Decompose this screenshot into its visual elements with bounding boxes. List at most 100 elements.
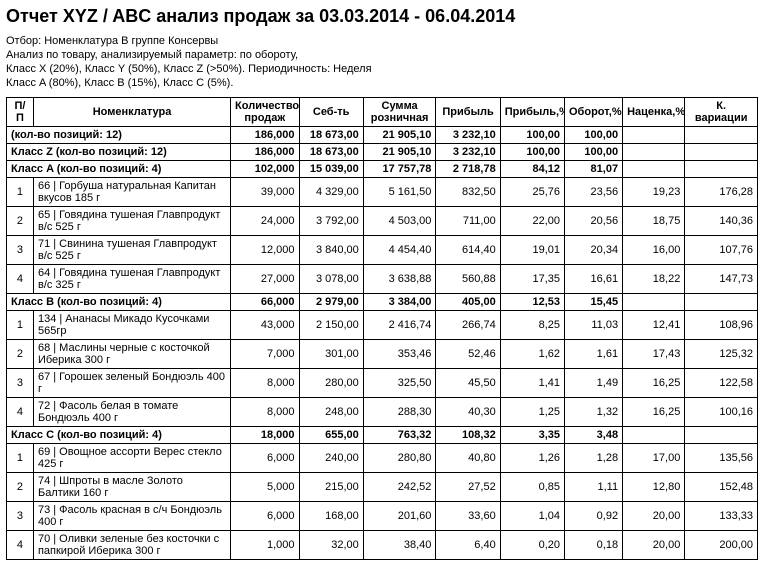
cell: 43,000: [231, 311, 299, 340]
cell: 5 161,50: [363, 178, 436, 207]
cell: 1,04: [500, 502, 564, 531]
cell: 135,56: [685, 444, 758, 473]
cell: 68 | Маслины черные с косточкой Иберика …: [33, 340, 230, 369]
cell: 20,00: [623, 502, 685, 531]
col-nomenclature: Номенклатура: [33, 98, 230, 127]
cell: 17,35: [500, 265, 564, 294]
cell: 133,33: [685, 502, 758, 531]
item-row: 373 | Фасоль красная в с/ч Бондюэль 400 …: [7, 502, 758, 531]
cell: 7,000: [231, 340, 299, 369]
cell: 3 840,00: [299, 236, 363, 265]
cell: 3 078,00: [299, 265, 363, 294]
col-cost: Себ-ть: [299, 98, 363, 127]
cell: 25,76: [500, 178, 564, 207]
cell: 39,000: [231, 178, 299, 207]
cell: 69 | Овощное ассорти Верес стекло 425 г: [33, 444, 230, 473]
cell: 200,00: [685, 531, 758, 560]
cell: 1: [7, 178, 34, 207]
col-markup: Наценка,%: [623, 98, 685, 127]
cell: 614,40: [436, 236, 500, 265]
cell: 3: [7, 236, 34, 265]
cell: 74 | Шпроты в масле Золото Балтики 160 г: [33, 473, 230, 502]
cell: [685, 161, 758, 178]
item-row: 464 | Говядина тушеная Главпродукт в/с 3…: [7, 265, 758, 294]
cell: 2 718,78: [436, 161, 500, 178]
cell: 201,60: [363, 502, 436, 531]
cell: 4 329,00: [299, 178, 363, 207]
cell: 186,000: [231, 127, 299, 144]
cell: 1,62: [500, 340, 564, 369]
cell: 2 979,00: [299, 294, 363, 311]
group-row: Класс A (кол-во позиций: 4)102,00015 039…: [7, 161, 758, 178]
cell: 72 | Фасоль белая в томате Бондюэль 400 …: [33, 398, 230, 427]
meta-line: Класс X (20%), Класс Y (50%), Класс Z (>…: [6, 63, 758, 75]
cell: 16,25: [623, 398, 685, 427]
cell: 107,76: [685, 236, 758, 265]
cell: 832,50: [436, 178, 500, 207]
report-title: Отчет XYZ / ABC анализ продаж за 03.03.2…: [6, 6, 758, 27]
cell: 84,12: [500, 161, 564, 178]
cell: 2: [7, 340, 34, 369]
group-row: Класс C (кол-во позиций: 4)18,000655,007…: [7, 427, 758, 444]
cell: 16,25: [623, 369, 685, 398]
cell: 6,000: [231, 502, 299, 531]
cell: 73 | Фасоль красная в с/ч Бондюэль 400 г: [33, 502, 230, 531]
cell: 66,000: [231, 294, 299, 311]
cell: 11,03: [565, 311, 623, 340]
cell: 2: [7, 207, 34, 236]
cell: 2 416,74: [363, 311, 436, 340]
header-row: П/П Номенклатура Количество продаж Себ-т…: [7, 98, 758, 127]
cell: 71 | Свинина тушеная Главпродукт в/с 525…: [33, 236, 230, 265]
group-row: (кол-во позиций: 12)186,00018 673,0021 9…: [7, 127, 758, 144]
cell: 24,000: [231, 207, 299, 236]
cell: 17,00: [623, 444, 685, 473]
cell: 4 503,00: [363, 207, 436, 236]
cell: 23,56: [565, 178, 623, 207]
cell: 134 | Ананасы Микадо Кусочками 565гр: [33, 311, 230, 340]
cell: 40,80: [436, 444, 500, 473]
col-profit-pct: Прибыль,%: [500, 98, 564, 127]
cell: 0,85: [500, 473, 564, 502]
cell: 12,80: [623, 473, 685, 502]
cell: 33,60: [436, 502, 500, 531]
cell: 325,50: [363, 369, 436, 398]
cell: Класс A (кол-во позиций: 4): [7, 161, 231, 178]
cell: 147,73: [685, 265, 758, 294]
cell: 108,32: [436, 427, 500, 444]
cell: 40,30: [436, 398, 500, 427]
cell: 4: [7, 531, 34, 560]
cell: 2: [7, 473, 34, 502]
cell: 405,00: [436, 294, 500, 311]
cell: 32,00: [299, 531, 363, 560]
cell: 100,16: [685, 398, 758, 427]
cell: 140,36: [685, 207, 758, 236]
cell: 100,00: [565, 144, 623, 161]
report-table: П/П Номенклатура Количество продаж Себ-т…: [6, 97, 758, 560]
cell: 1,11: [565, 473, 623, 502]
cell: 3,35: [500, 427, 564, 444]
cell: 3: [7, 369, 34, 398]
cell: 1,32: [565, 398, 623, 427]
cell: 186,000: [231, 144, 299, 161]
cell: 16,61: [565, 265, 623, 294]
cell: 242,52: [363, 473, 436, 502]
cell: 4: [7, 398, 34, 427]
cell: 655,00: [299, 427, 363, 444]
cell: 1: [7, 444, 34, 473]
cell: 122,58: [685, 369, 758, 398]
item-row: 470 | Оливки зеленые без косточки с папк…: [7, 531, 758, 560]
cell: [685, 294, 758, 311]
cell: 1,25: [500, 398, 564, 427]
cell: 18 673,00: [299, 144, 363, 161]
cell: 20,56: [565, 207, 623, 236]
cell: 12,41: [623, 311, 685, 340]
cell: Класс B (кол-во позиций: 4): [7, 294, 231, 311]
cell: 20,34: [565, 236, 623, 265]
cell: 240,00: [299, 444, 363, 473]
col-retail: Сумма розничная: [363, 98, 436, 127]
cell: 280,00: [299, 369, 363, 398]
col-oborot: Оборот,%: [565, 98, 623, 127]
cell: 711,00: [436, 207, 500, 236]
cell: 1,26: [500, 444, 564, 473]
cell: 17,43: [623, 340, 685, 369]
